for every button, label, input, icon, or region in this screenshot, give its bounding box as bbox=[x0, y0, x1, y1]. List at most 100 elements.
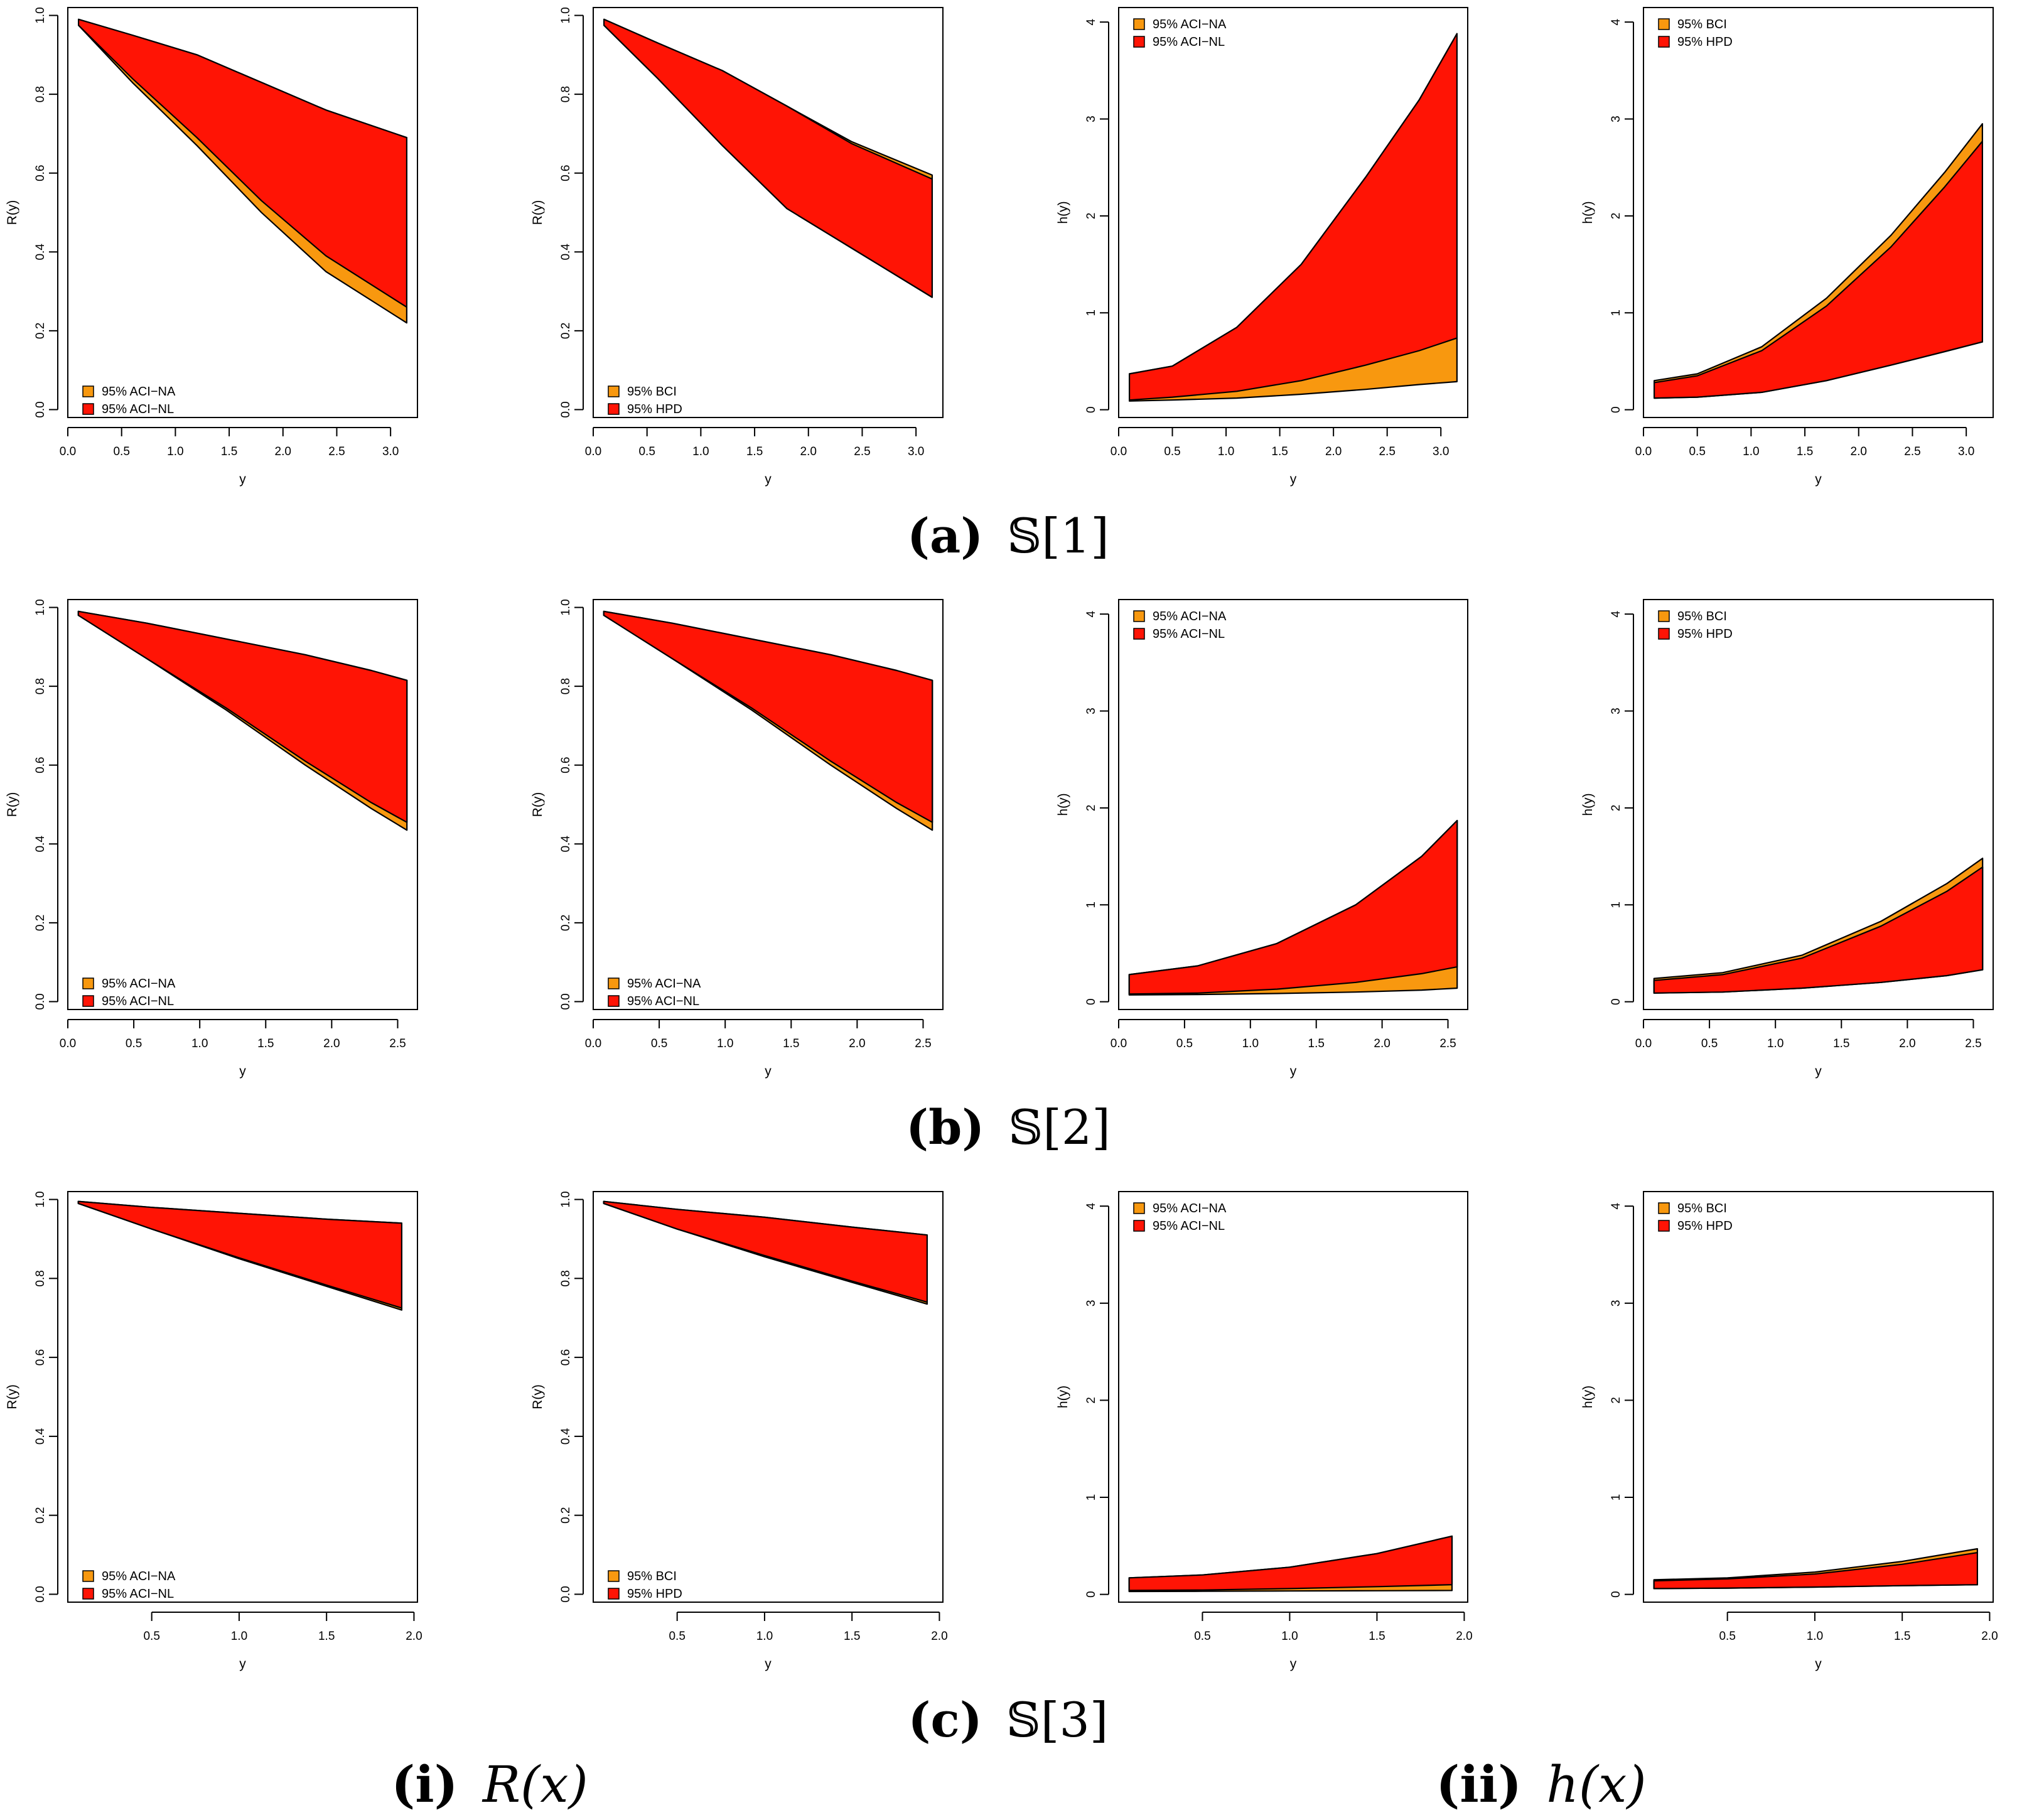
y-tick-label: 0.2 bbox=[559, 1507, 573, 1523]
x-axis-label: y bbox=[239, 1657, 246, 1671]
y-tick-label: 3 bbox=[1085, 1300, 1098, 1307]
x-axis-label: y bbox=[1290, 1657, 1297, 1671]
legend-swatch bbox=[608, 1588, 620, 1600]
y-tick-label: 1.0 bbox=[34, 1191, 47, 1207]
legend-label: 95% ACI−NA bbox=[1153, 610, 1227, 623]
y-axis-label: R(y) bbox=[5, 200, 19, 225]
x-tick-label: 2.0 bbox=[931, 1630, 947, 1643]
legend-label: 95% BCI bbox=[627, 1570, 677, 1583]
row-caption-c-symbol: 𝕊[3] bbox=[1006, 1692, 1109, 1748]
y-axis-label: h(y) bbox=[1056, 201, 1070, 223]
legend-swatch bbox=[1133, 18, 1145, 30]
x-tick-label: 1.0 bbox=[191, 1037, 208, 1050]
y-tick-label: 0.8 bbox=[34, 1270, 47, 1286]
y-tick-label: 0.8 bbox=[559, 86, 573, 102]
x-axis-label: y bbox=[1290, 472, 1297, 487]
x-axis-label: y bbox=[765, 472, 772, 487]
y-axis-label: h(y) bbox=[1056, 793, 1070, 816]
panel-a2: 0.0 0.5 1.0 1.5 2.0 2.5 3.0 y 0.0 0.2 0.4 0.6 0.8 1.0… bbox=[530, 7, 944, 487]
band-b1-inner bbox=[77, 610, 408, 823]
row-caption-a-symbol: 𝕊[1] bbox=[1007, 508, 1109, 564]
plot-grid: 0.0 0.5 1.0 1.5 2.0 2.5 3.0 y 0.0 0.2 0.4 0.6 0.8 1.0… bbox=[5, 7, 1998, 1671]
y-tick-label: 3 bbox=[1085, 708, 1098, 714]
band-b2-inner bbox=[603, 610, 933, 823]
column-caption-ii-letter: (ii) bbox=[1436, 1755, 1522, 1814]
legend-swatch bbox=[82, 995, 94, 1007]
x-tick-label: 1.0 bbox=[717, 1037, 733, 1050]
x-tick-label: 3.0 bbox=[1958, 445, 1974, 458]
plot-frame-a2 bbox=[593, 7, 944, 418]
x-tick-label: 2.0 bbox=[1325, 445, 1342, 458]
panel-c1: 0.5 1.0 1.5 2.0 y 0.0 0.2 0.4 0.6 0.8 1.0 R(y) 95% A… bbox=[5, 1191, 422, 1671]
x-tick-label: 1.5 bbox=[1271, 445, 1288, 458]
x-tick-label: 2.5 bbox=[328, 445, 345, 458]
y-tick-label: 4 bbox=[1085, 1202, 1098, 1209]
band-c3-inner bbox=[1128, 1535, 1453, 1591]
legend-label: 95% HPD bbox=[627, 1587, 682, 1601]
x-tick-label: 2.0 bbox=[406, 1630, 422, 1643]
legend-swatch bbox=[1658, 1220, 1670, 1232]
y-tick-label: 0 bbox=[1610, 998, 1623, 1005]
x-tick-label: 0.5 bbox=[638, 445, 655, 458]
x-tick-label: 1.0 bbox=[1743, 445, 1759, 458]
panel-b2: 0.0 0.5 1.0 1.5 2.0 2.5 y 0.0 0.2 0.4 0.6 0.8 1.0 R(y… bbox=[530, 599, 944, 1079]
row-caption-b-symbol: 𝕊[2] bbox=[1008, 1099, 1111, 1155]
legend-c1: 95% ACI−NA 95% ACI−NL bbox=[82, 1570, 176, 1601]
y-tick-label: 3 bbox=[1610, 1300, 1623, 1307]
legend-label: 95% HPD bbox=[1677, 35, 1733, 49]
y-tick-label: 1 bbox=[1610, 902, 1623, 908]
x-tick-label: 0.5 bbox=[1164, 445, 1180, 458]
plot-frame-b4 bbox=[1643, 599, 1994, 1010]
legend-swatch bbox=[82, 977, 94, 989]
band-a3-inner bbox=[1129, 33, 1458, 401]
y-axis-a1: 0.0 0.2 0.4 0.6 0.8 1.0 R(y) bbox=[5, 7, 58, 418]
legend-swatch bbox=[1133, 36, 1145, 48]
x-tick-label: 1.5 bbox=[257, 1037, 274, 1050]
x-axis-label: y bbox=[1815, 472, 1822, 487]
y-axis-label: R(y) bbox=[530, 200, 545, 225]
x-axis-a2: 0.0 0.5 1.0 1.5 2.0 2.5 3.0 y bbox=[585, 427, 924, 487]
x-axis-a3: 0.0 0.5 1.0 1.5 2.0 2.5 3.0 y bbox=[1111, 427, 1449, 487]
y-tick-label: 4 bbox=[1085, 610, 1098, 617]
x-tick-label: 1.5 bbox=[844, 1630, 860, 1643]
x-tick-label: 0.0 bbox=[585, 445, 601, 458]
legend-label: 95% ACI−NL bbox=[1153, 627, 1225, 641]
y-tick-label: 0.4 bbox=[559, 836, 573, 853]
x-tick-label: 2.0 bbox=[1981, 1630, 1998, 1643]
x-tick-label: 0.5 bbox=[143, 1630, 159, 1643]
legend-swatch bbox=[608, 403, 620, 415]
x-tick-label: 2.0 bbox=[1456, 1630, 1472, 1643]
y-tick-label: 0.4 bbox=[559, 1428, 573, 1445]
y-tick-label: 0.8 bbox=[34, 678, 47, 694]
y-tick-label: 3 bbox=[1610, 116, 1623, 122]
y-axis-c3: 0 1 2 3 4 h(y) bbox=[1056, 1202, 1109, 1598]
legend-label: 95% ACI−NA bbox=[102, 385, 176, 399]
x-tick-label: 1.0 bbox=[692, 445, 709, 458]
legend-label: 95% ACI−NL bbox=[102, 994, 174, 1008]
legend-label: 95% ACI−NA bbox=[102, 1570, 176, 1583]
row-caption-c-letter: (c) bbox=[908, 1692, 982, 1748]
x-axis-label: y bbox=[1815, 1064, 1822, 1079]
y-tick-label: 2 bbox=[1610, 213, 1623, 220]
x-tick-label: 0.5 bbox=[651, 1037, 667, 1050]
y-tick-label: 0.4 bbox=[34, 1428, 47, 1445]
legend-label: 95% ACI−NL bbox=[1153, 1219, 1225, 1233]
legend-label: 95% ACI−NL bbox=[102, 402, 174, 416]
x-axis-label: y bbox=[765, 1064, 772, 1079]
panel-a1: 0.0 0.5 1.0 1.5 2.0 2.5 3.0 y 0.0 0.2 0.4 0.6 0.8 1.0… bbox=[5, 7, 418, 487]
legend-swatch bbox=[1658, 18, 1670, 30]
legend-label: 95% ACI−NA bbox=[1153, 18, 1227, 31]
x-tick-label: 0.5 bbox=[1719, 1630, 1735, 1643]
x-tick-label: 1.5 bbox=[1369, 1630, 1385, 1643]
legend-label: 95% ACI−NA bbox=[102, 977, 176, 991]
y-tick-label: 0 bbox=[1085, 998, 1098, 1005]
x-axis-c3: 0.5 1.0 1.5 2.0 y bbox=[1194, 1612, 1473, 1671]
x-axis-b2: 0.0 0.5 1.0 1.5 2.0 2.5 y bbox=[585, 1019, 932, 1079]
y-tick-label: 2 bbox=[1610, 805, 1623, 812]
y-tick-label: 0 bbox=[1610, 406, 1623, 413]
x-tick-label: 0.0 bbox=[60, 1037, 76, 1050]
band-c1-inner bbox=[77, 1200, 402, 1309]
